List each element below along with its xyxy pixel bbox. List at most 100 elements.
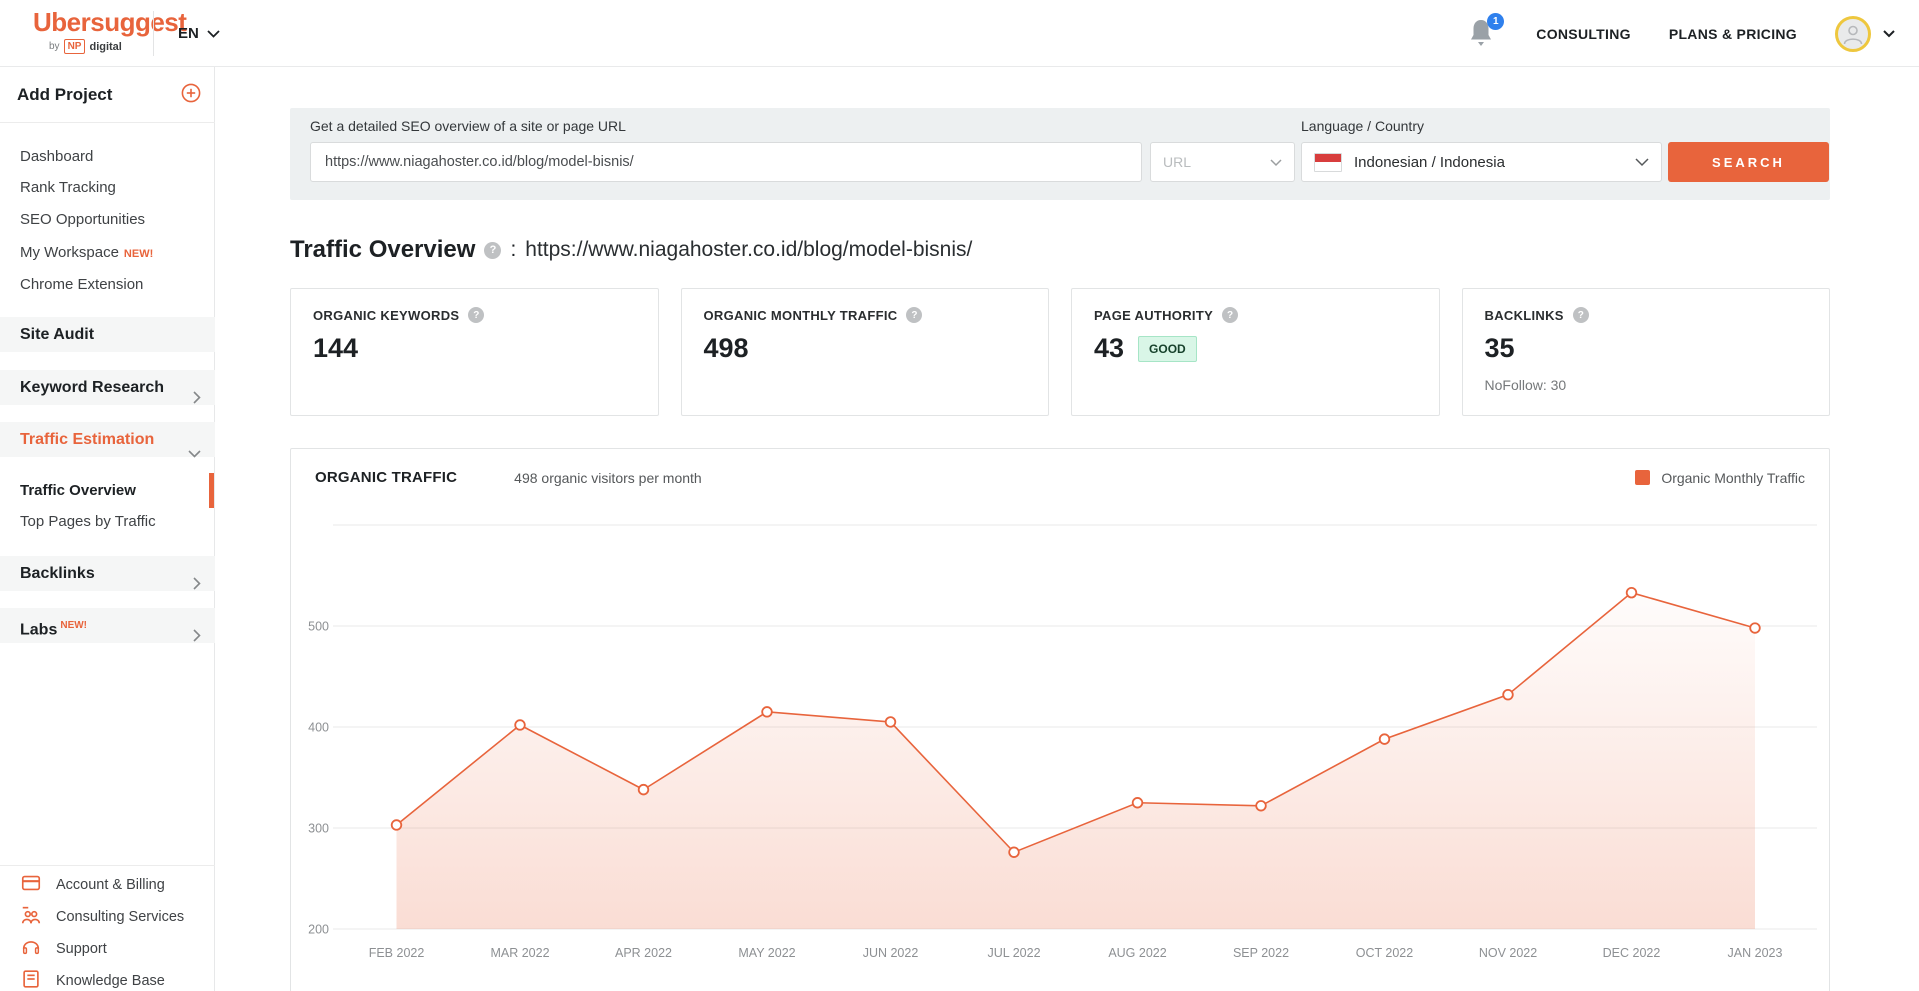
sidebar-item-my-workspace[interactable]: My Workspace NEW! bbox=[20, 244, 154, 261]
notifications-button[interactable]: 1 bbox=[1468, 12, 1505, 51]
topbar-divider bbox=[153, 11, 154, 56]
notification-badge: 1 bbox=[1487, 12, 1505, 30]
page-authority-value: 43 bbox=[1094, 333, 1125, 363]
sidebar-item-knowledge-base[interactable]: Knowledge Base bbox=[0, 968, 215, 991]
svg-text:NOV 2022: NOV 2022 bbox=[1479, 946, 1537, 960]
help-icon[interactable]: ? bbox=[484, 241, 502, 259]
chevron-down-icon bbox=[188, 436, 201, 471]
credit-card-icon bbox=[20, 872, 42, 898]
main-content: Get a detailed SEO overview of a site or… bbox=[215, 67, 1919, 991]
chevron-down-icon bbox=[207, 25, 220, 43]
indonesia-flag-icon bbox=[1314, 152, 1342, 172]
organic-keywords-card: ORGANIC KEYWORDS ? 144 bbox=[290, 288, 659, 416]
help-icon[interactable]: ? bbox=[1572, 307, 1589, 323]
chevron-down-icon bbox=[1270, 154, 1282, 170]
sidebar-item-seo-opportunities[interactable]: SEO Opportunities bbox=[20, 211, 146, 228]
np-logo-box: NP bbox=[63, 39, 86, 54]
organic-traffic-chart-card: ORGANIC TRAFFIC 498 organic visitors per… bbox=[290, 448, 1830, 991]
svg-text:FEB 2022: FEB 2022 bbox=[369, 946, 425, 960]
svg-text:OCT 2022: OCT 2022 bbox=[1356, 946, 1413, 960]
legend-swatch bbox=[1635, 470, 1651, 485]
organic-traffic-line-chart: 200 300 400 500 FEB 2022 MAR 2022 APR 2022 MAY … bbox=[308, 524, 1817, 960]
chevron-right-icon bbox=[193, 620, 201, 655]
sidebar-section-backlinks[interactable]: Backlinks bbox=[0, 556, 215, 591]
ubersuggest-logo[interactable]: Ubersuggest by NP digital bbox=[33, 7, 187, 54]
svg-text:200: 200 bbox=[308, 923, 329, 937]
active-item-indicator bbox=[209, 473, 214, 508]
chevron-right-icon bbox=[193, 382, 201, 417]
sidebar-item-top-pages-by-traffic[interactable]: Top Pages by Traffic bbox=[20, 513, 156, 530]
search-button[interactable]: SEARCH bbox=[1668, 142, 1829, 182]
people-icon bbox=[20, 904, 42, 930]
organic-keywords-value: 144 bbox=[313, 333, 359, 363]
svg-text:MAY 2022: MAY 2022 bbox=[738, 946, 795, 960]
seo-search-panel: Get a detailed SEO overview of a site or… bbox=[290, 108, 1830, 200]
sidebar-item-chrome-extension[interactable]: Chrome Extension bbox=[20, 276, 144, 293]
sidebar-item-consulting-services[interactable]: Consulting Services bbox=[0, 904, 215, 930]
sidebar-section-keyword-research[interactable]: Keyword Research bbox=[0, 370, 215, 405]
chart-header: ORGANIC TRAFFIC 498 organic visitors per… bbox=[291, 449, 1829, 486]
np-digital-logo: by NP digital bbox=[49, 39, 122, 54]
nofollow-count: NoFollow: 30 bbox=[1484, 377, 1567, 393]
new-badge: NEW! bbox=[60, 620, 88, 631]
sidebar-section-labs[interactable]: Labs NEW! bbox=[0, 608, 215, 643]
sidebar-item-account-billing[interactable]: Account & Billing bbox=[0, 872, 215, 898]
svg-text:MAR 2022: MAR 2022 bbox=[490, 946, 549, 960]
svg-text:JUN 2022: JUN 2022 bbox=[863, 946, 919, 960]
sidebar-section-site-audit[interactable]: Site Audit bbox=[0, 317, 215, 352]
backlinks-value: 35 bbox=[1484, 333, 1515, 363]
sidebar: Add Project Dashboard Rank Tracking SEO … bbox=[0, 67, 215, 991]
help-icon[interactable]: ? bbox=[1222, 307, 1239, 323]
headset-icon bbox=[20, 936, 42, 962]
consulting-link[interactable]: CONSULTING bbox=[1536, 25, 1631, 42]
sidebar-section-traffic-estimation[interactable]: Traffic Estimation bbox=[0, 422, 215, 458]
svg-text:JAN 2023: JAN 2023 bbox=[1728, 946, 1783, 960]
add-project-button[interactable]: Add Project bbox=[0, 80, 215, 110]
document-icon bbox=[20, 968, 42, 991]
chart-title: ORGANIC TRAFFIC bbox=[315, 469, 458, 486]
svg-text:JUL 2022: JUL 2022 bbox=[987, 946, 1040, 960]
plus-circle-icon bbox=[181, 83, 201, 108]
traffic-overview-heading: Traffic Overview ? : https://www.niagaho… bbox=[290, 236, 973, 263]
chevron-down-icon bbox=[1635, 154, 1649, 171]
svg-text:APR 2022: APR 2022 bbox=[615, 946, 672, 960]
help-icon[interactable]: ? bbox=[906, 307, 923, 323]
sidebar-item-traffic-overview[interactable]: Traffic Overview bbox=[20, 482, 136, 499]
svg-text:300: 300 bbox=[308, 822, 329, 836]
help-icon[interactable]: ? bbox=[468, 307, 485, 323]
language-country-select[interactable]: Indonesian / Indonesia bbox=[1301, 142, 1662, 182]
url-input[interactable] bbox=[310, 142, 1142, 182]
sidebar-item-dashboard[interactable]: Dashboard bbox=[20, 148, 94, 165]
page-title: Traffic Overview bbox=[290, 236, 476, 263]
account-menu[interactable] bbox=[1835, 15, 1895, 52]
avatar bbox=[1835, 15, 1871, 52]
analyzed-url: https://www.niagahoster.co.id/blog/model… bbox=[525, 238, 973, 261]
svg-text:500: 500 bbox=[308, 620, 329, 634]
new-badge: NEW! bbox=[123, 248, 154, 260]
chevron-right-icon bbox=[193, 568, 201, 603]
svg-text:SEP 2022: SEP 2022 bbox=[1233, 946, 1289, 960]
sidebar-item-support[interactable]: Support bbox=[0, 936, 215, 962]
stat-cards-row: ORGANIC KEYWORDS ? 144 ORGANIC MONTHLY T… bbox=[290, 288, 1830, 416]
svg-text:DEC 2022: DEC 2022 bbox=[1603, 946, 1661, 960]
legend-item-organic-monthly-traffic[interactable]: Organic Monthly Traffic bbox=[1635, 470, 1805, 486]
chart-subtitle: 498 organic visitors per month bbox=[514, 469, 702, 486]
backlinks-card: BACKLINKS ? 35 NoFollow: 30 bbox=[1461, 288, 1830, 416]
chevron-down-icon bbox=[1883, 25, 1895, 43]
language-country-label: Language / Country bbox=[1301, 118, 1424, 134]
search-panel-label: Get a detailed SEO overview of a site or… bbox=[310, 118, 626, 134]
bell-icon bbox=[1468, 19, 1494, 55]
svg-text:AUG 2022: AUG 2022 bbox=[1108, 946, 1166, 960]
top-bar: Ubersuggest by NP digital EN bbox=[0, 0, 1919, 67]
plans-pricing-link[interactable]: PLANS & PRICING bbox=[1668, 25, 1797, 42]
logo-title: Ubersuggest bbox=[33, 7, 187, 37]
svg-text:400: 400 bbox=[308, 721, 329, 735]
ui-language-selector[interactable]: EN bbox=[178, 0, 220, 67]
sidebar-item-rank-tracking[interactable]: Rank Tracking bbox=[20, 179, 116, 196]
organic-monthly-traffic-value: 498 bbox=[703, 333, 749, 363]
search-type-select[interactable]: URL bbox=[1150, 142, 1295, 182]
organic-monthly-traffic-card: ORGANIC MONTHLY TRAFFIC ? 498 bbox=[680, 288, 1049, 416]
divider bbox=[0, 122, 215, 123]
divider bbox=[0, 865, 215, 866]
